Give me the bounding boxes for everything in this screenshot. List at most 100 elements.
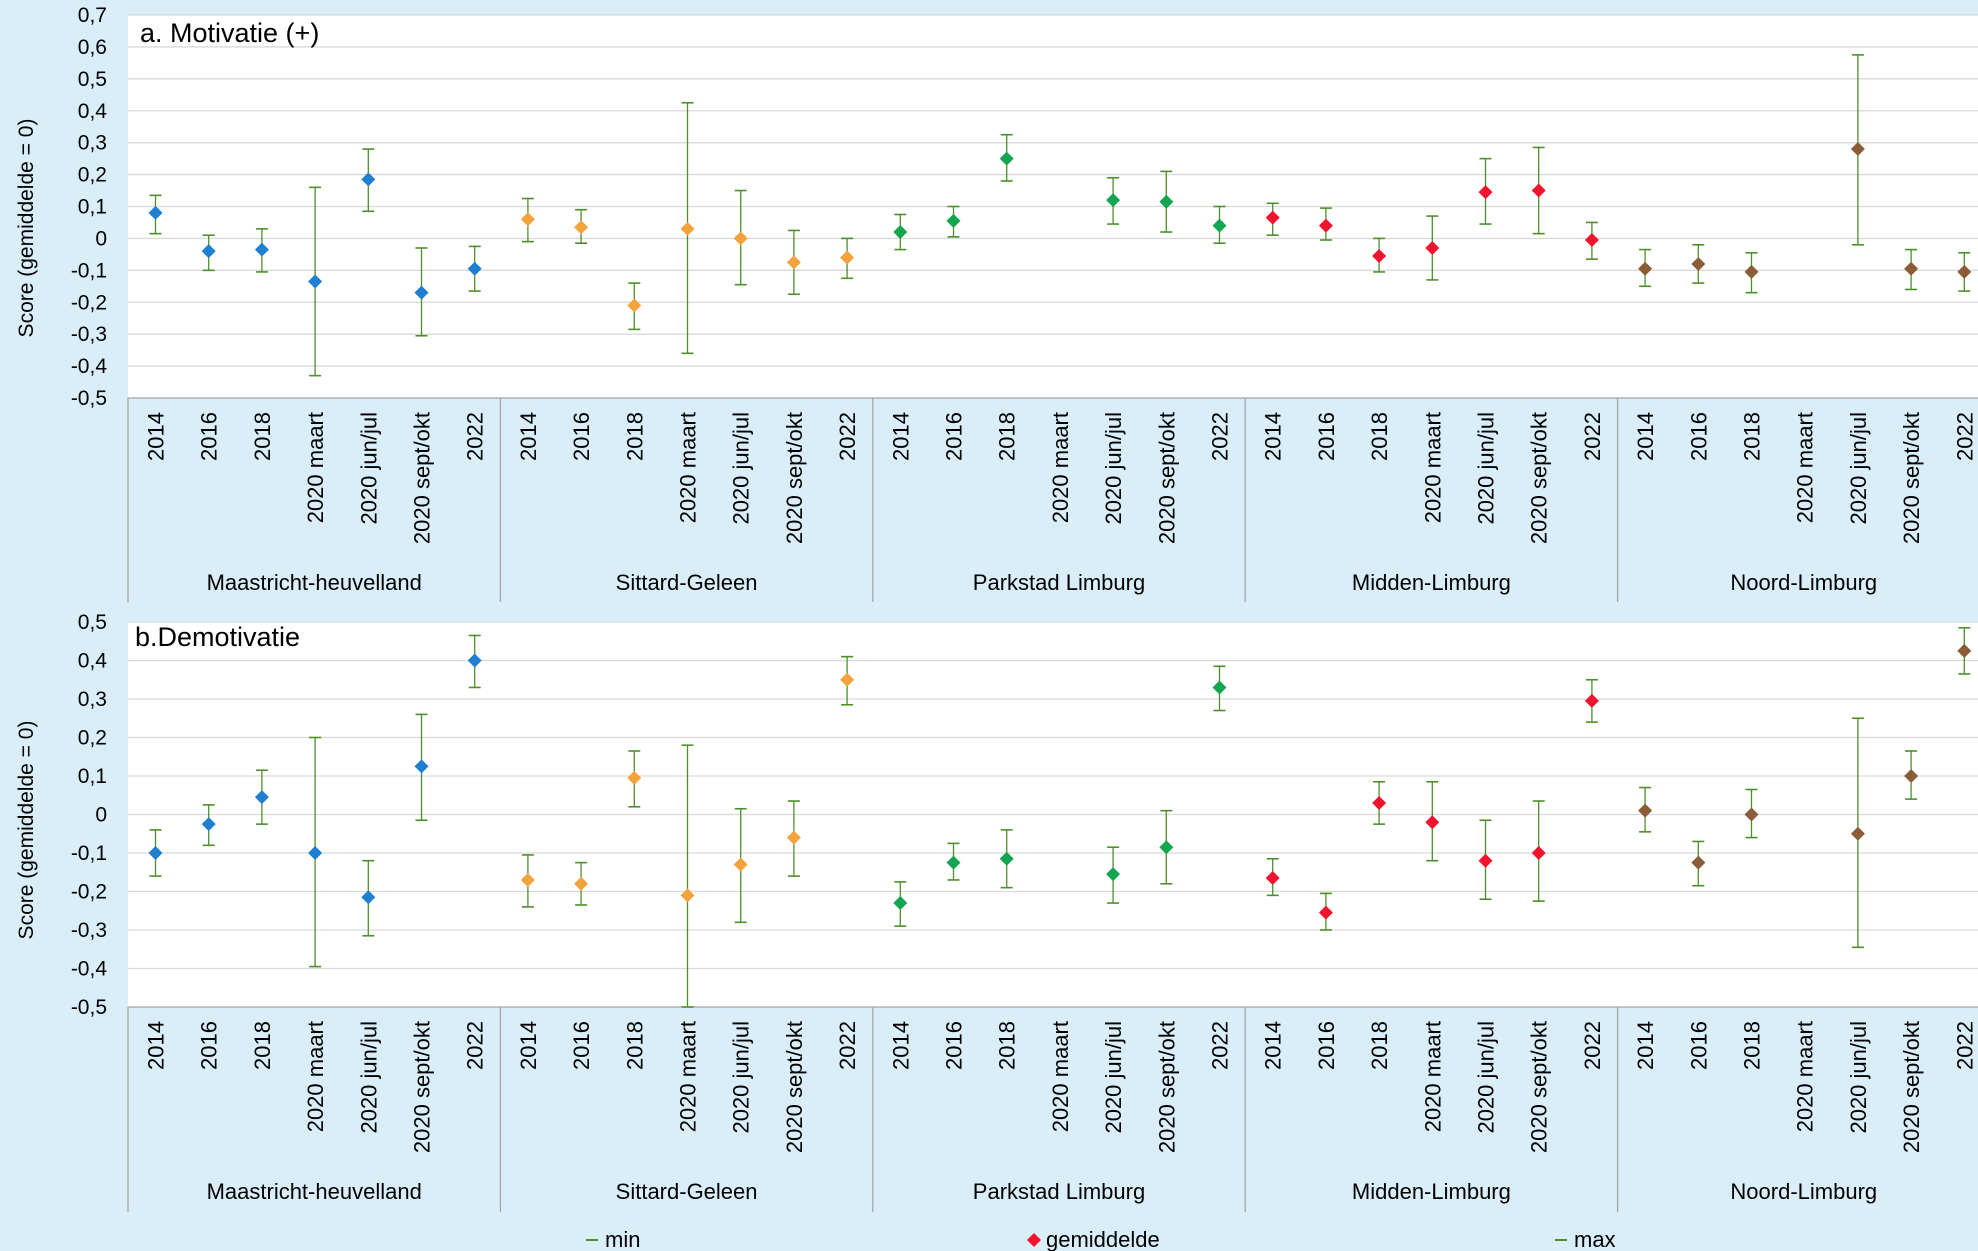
mean-marker bbox=[361, 172, 376, 187]
mean-marker bbox=[680, 888, 695, 903]
mean-marker bbox=[1372, 795, 1387, 810]
mean-marker bbox=[840, 672, 855, 687]
y-tick-label: 0,5 bbox=[78, 68, 107, 91]
x-tick-label: 2020 maart bbox=[303, 1021, 328, 1132]
x-tick-label: 2014 bbox=[1633, 1021, 1658, 1070]
mean-marker bbox=[1106, 193, 1121, 208]
mean-marker bbox=[148, 205, 163, 220]
x-tick-label: 2022 bbox=[1580, 1021, 1605, 1070]
mean-marker bbox=[1850, 142, 1865, 157]
mean-marker bbox=[627, 770, 642, 785]
y-tick-label: -0,1 bbox=[71, 842, 107, 865]
y-tick-label: -0,2 bbox=[71, 881, 107, 904]
x-tick-label: 2020 maart bbox=[1793, 412, 1818, 523]
mean-marker bbox=[1638, 261, 1653, 276]
x-tick-label: 2014 bbox=[888, 1021, 913, 1070]
group-separators bbox=[127, 397, 1978, 602]
mean-marker bbox=[574, 876, 589, 891]
x-tick-labels: 2014 2016 2018 2020 maart 2020 jun/jul 2020 s… bbox=[144, 1021, 1978, 1153]
y-tick-labels: 0,5 0,4 0,3 0,2 0,1 0 -0,1 -0,2 -0,3 -0,4 -0,5 bbox=[71, 611, 108, 1019]
x-tick-label: 2020 jun/jul bbox=[1846, 1021, 1871, 1134]
mean-marker bbox=[1957, 643, 1972, 658]
panel-title: a. Motivatie (+) bbox=[140, 18, 319, 48]
mean-marker bbox=[1904, 261, 1919, 276]
mean-marker bbox=[627, 298, 642, 313]
x-tick-label: 2020 jun/jul bbox=[1101, 412, 1126, 525]
y-axis-label: Score (gemiddelde = 0) bbox=[15, 119, 38, 338]
region-label: Parkstad Limburg bbox=[973, 570, 1145, 595]
x-tick-label: 2014 bbox=[516, 412, 541, 461]
x-tick-label: 2018 bbox=[1740, 412, 1765, 461]
x-tick-label: 2020 jun/jul bbox=[1846, 412, 1871, 525]
mean-marker bbox=[254, 242, 269, 257]
mean-marker bbox=[1212, 218, 1227, 233]
mean-marker bbox=[1904, 769, 1919, 783]
y-tick-label: -0,5 bbox=[71, 996, 107, 1019]
region-label: Maastricht-heuvelland bbox=[207, 1179, 422, 1204]
y-tick-label: 0,7 bbox=[78, 4, 107, 27]
region-label: Midden-Limburg bbox=[1352, 570, 1511, 595]
x-tick-label: 2020 jun/jul bbox=[1101, 1021, 1126, 1134]
panel-motivatie: 0,7 0,6 0,5 0,4 0,3 0,2 0,1 0 -0,1 -0,2 -0,3 -0,4 -0… bbox=[15, 4, 1978, 602]
region-label: Midden-Limburg bbox=[1352, 1179, 1511, 1204]
x-tick-label: 2020 maart bbox=[1420, 412, 1445, 523]
y-tick-label: 0,1 bbox=[78, 765, 107, 788]
x-tick-label: 2018 bbox=[250, 412, 275, 461]
x-tick-label: 2020 sept/okt bbox=[1154, 1021, 1179, 1153]
y-tick-label: 0,2 bbox=[78, 164, 107, 187]
x-tick-label: 2016 bbox=[942, 1021, 967, 1070]
mean-marker bbox=[1265, 871, 1280, 886]
region-labels: Maastricht-heuvelland Sittard-Geleen Parks… bbox=[207, 570, 1878, 595]
y-tick-label: 0,5 bbox=[78, 611, 107, 634]
x-tick-label: 2016 bbox=[197, 412, 222, 461]
legend-item-max: max bbox=[1555, 1227, 1616, 1251]
x-tick-label: 2022 bbox=[463, 412, 488, 461]
mean-marker bbox=[1212, 680, 1227, 695]
x-tick-label: 2020 jun/jul bbox=[1474, 412, 1499, 525]
x-tick-label: 2020 sept/okt bbox=[1527, 412, 1552, 544]
mean-marker bbox=[1425, 240, 1440, 255]
x-tick-label: 2020 maart bbox=[676, 412, 701, 523]
mean-marker bbox=[201, 244, 216, 259]
region-labels: Maastricht-heuvelland Sittard-Geleen Parks… bbox=[207, 1179, 1878, 1204]
region-label: Sittard-Geleen bbox=[616, 1179, 758, 1204]
x-tick-label: 2020 jun/jul bbox=[729, 1021, 754, 1134]
x-tick-label: 2022 bbox=[835, 1021, 860, 1070]
legend-min-label: min bbox=[605, 1227, 640, 1251]
x-tick-label: 2020 sept/okt bbox=[410, 412, 435, 544]
mean-marker bbox=[1318, 218, 1333, 233]
x-tick-label: 2020 sept/okt bbox=[410, 1021, 435, 1153]
x-tick-label: 2016 bbox=[569, 1021, 594, 1070]
x-tick-label: 2020 sept/okt bbox=[782, 412, 807, 544]
mean-marker bbox=[1531, 846, 1546, 860]
legend-diamond-icon bbox=[1027, 1233, 1041, 1247]
x-tick-label: 2020 maart bbox=[1420, 1021, 1445, 1132]
mean-marker bbox=[1584, 693, 1599, 708]
mean-marker bbox=[1106, 867, 1121, 882]
mean-marker bbox=[786, 830, 801, 845]
y-tick-label: -0,2 bbox=[71, 291, 107, 314]
x-tick-label: 2020 maart bbox=[303, 412, 328, 523]
x-tick-label: 2020 maart bbox=[1793, 1021, 1818, 1132]
panel-demotivatie: 0,5 0,4 0,3 0,2 0,1 0 -0,1 -0,2 -0,3 -0,4 -0,5 201… bbox=[15, 611, 1978, 1212]
mean-marker bbox=[1691, 855, 1706, 870]
x-tick-label: 2020 jun/jul bbox=[356, 1021, 381, 1134]
data-marks bbox=[148, 54, 1972, 377]
mean-marker bbox=[999, 851, 1014, 866]
mean-marker bbox=[361, 890, 376, 905]
x-tick-label: 2016 bbox=[1686, 412, 1711, 461]
y-tick-label: 0,1 bbox=[78, 196, 107, 219]
x-tick-label: 2020 jun/jul bbox=[1474, 1021, 1499, 1134]
mean-marker bbox=[893, 225, 908, 240]
x-tick-label: 2018 bbox=[995, 412, 1020, 461]
region-label: Parkstad Limburg bbox=[973, 1179, 1145, 1204]
legend-item-gemiddelde: gemiddelde bbox=[1027, 1227, 1160, 1251]
y-axis-label: Score (gemiddelde = 0) bbox=[15, 721, 38, 940]
x-tick-label: 2020 maart bbox=[676, 1021, 701, 1132]
x-tick-label: 2022 bbox=[1952, 412, 1977, 461]
mean-marker bbox=[308, 274, 323, 289]
x-tick-labels: 2014 2016 2018 2020 maart 2020 jun/jul 2020 s… bbox=[144, 412, 1978, 544]
region-label: Maastricht-heuvelland bbox=[207, 570, 422, 595]
mean-marker bbox=[1478, 185, 1493, 200]
